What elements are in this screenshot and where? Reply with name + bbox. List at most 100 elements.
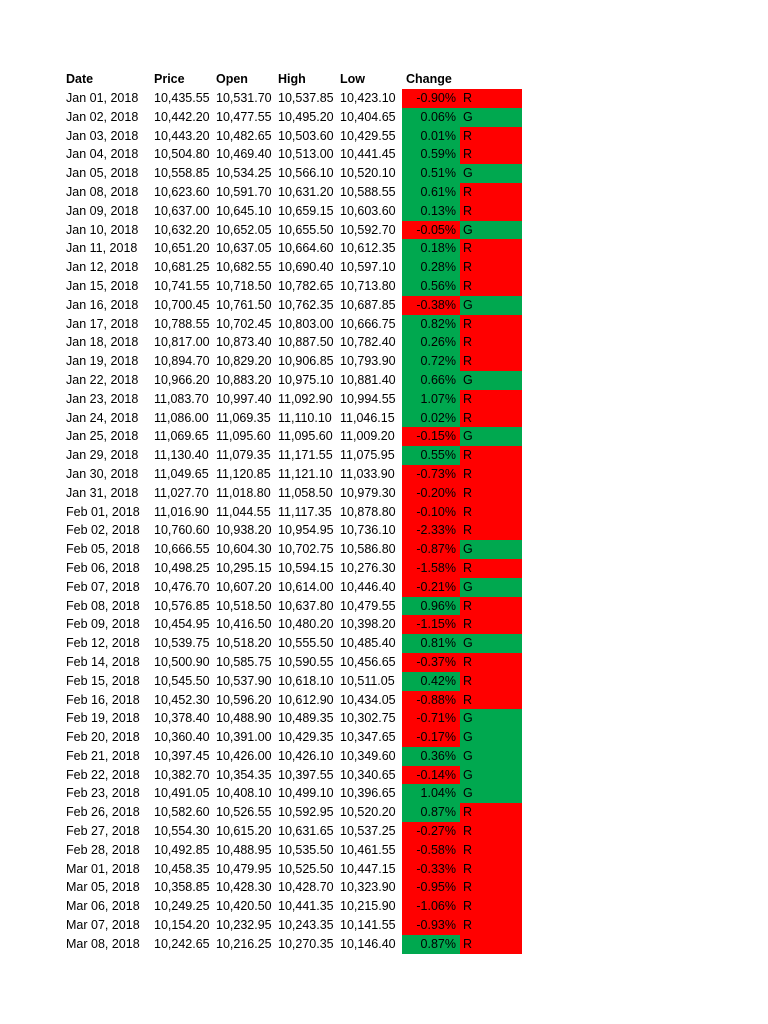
high-cell: 11,121.10 <box>278 466 333 481</box>
low-cell: 10,597.10 <box>340 260 396 275</box>
open-cell: 10,615.20 <box>216 824 272 839</box>
low-cell: 10,520.10 <box>340 166 396 181</box>
table-row: Feb 02, 2018 10,760.60 10,938.20 10,954.95 1… <box>62 521 522 541</box>
table-row: Jan 04, 2018 10,504.80 10,469.40 10,513.00 1… <box>62 145 522 165</box>
flag-cell: R <box>460 897 522 917</box>
date-cell: Jan 22, 2018 <box>66 372 139 387</box>
change-cell: -0.58% <box>402 840 460 860</box>
flag-cell: R <box>460 916 522 935</box>
low-cell: 10,881.40 <box>340 372 396 387</box>
change-cell: 0.59% <box>402 145 460 165</box>
change-cell: 0.18% <box>402 239 460 259</box>
open-cell: 11,079.35 <box>216 448 271 463</box>
flag-cell: R <box>460 878 522 898</box>
low-cell: 10,323.90 <box>340 880 396 895</box>
change-cell: 1.07% <box>402 389 460 409</box>
open-cell: 10,883.20 <box>216 372 272 387</box>
change-cell: 0.42% <box>402 671 460 691</box>
high-cell: 11,058.50 <box>278 485 333 500</box>
change-cell: -0.14% <box>402 765 460 785</box>
price-cell: 11,086.00 <box>154 410 209 425</box>
low-cell: 10,276.30 <box>340 560 396 575</box>
header-high: High <box>278 72 306 86</box>
low-cell: 11,046.15 <box>340 410 395 425</box>
low-cell: 10,878.80 <box>340 504 396 519</box>
date-cell: Jan 10, 2018 <box>66 222 139 237</box>
table-row: Mar 08, 2018 10,242.65 10,216.25 10,270.35 1… <box>62 934 522 954</box>
price-cell: 10,894.70 <box>154 354 210 369</box>
open-cell: 11,069.35 <box>216 410 271 425</box>
high-cell: 10,594.15 <box>278 560 334 575</box>
open-cell: 10,416.50 <box>216 617 272 632</box>
price-cell: 10,492.85 <box>154 842 210 857</box>
flag-cell: R <box>460 502 522 522</box>
open-cell: 10,718.50 <box>216 278 272 293</box>
price-cell: 10,558.85 <box>154 166 210 181</box>
change-cell: 0.72% <box>402 352 460 371</box>
high-cell: 10,954.95 <box>278 523 334 538</box>
header-flag <box>460 70 522 89</box>
open-cell: 10,479.95 <box>216 861 272 876</box>
date-cell: Feb 01, 2018 <box>66 504 140 519</box>
flag-cell: G <box>460 577 522 597</box>
high-cell: 10,590.55 <box>278 654 334 669</box>
change-cell: 0.66% <box>402 370 460 390</box>
low-cell: 10,479.55 <box>340 598 396 613</box>
open-cell: 10,428.30 <box>216 880 272 895</box>
low-cell: 10,687.85 <box>340 297 396 312</box>
table-row: Feb 08, 2018 10,576.85 10,518.50 10,637.80 1… <box>62 596 522 616</box>
flag-cell: R <box>460 671 522 691</box>
flag-cell: G <box>460 728 522 747</box>
table-row: Feb 19, 2018 10,378.40 10,488.90 10,489.35 1… <box>62 709 522 729</box>
high-cell: 10,480.20 <box>278 617 334 632</box>
table-row: Jan 31, 2018 11,027.70 11,018.80 11,058.50 1… <box>62 483 522 503</box>
flag-cell: G <box>460 164 522 183</box>
open-cell: 10,537.90 <box>216 673 272 688</box>
low-cell: 10,396.65 <box>340 786 396 801</box>
date-cell: Mar 08, 2018 <box>66 936 140 951</box>
low-cell: 10,666.75 <box>340 316 396 331</box>
change-cell: 0.87% <box>402 803 460 823</box>
table-row: Feb 22, 2018 10,382.70 10,354.35 10,397.55 1… <box>62 765 522 785</box>
high-cell: 10,887.50 <box>278 335 334 350</box>
date-cell: Mar 05, 2018 <box>66 880 140 895</box>
date-cell: Feb 21, 2018 <box>66 748 140 763</box>
price-cell: 10,452.30 <box>154 692 210 707</box>
open-cell: 10,997.40 <box>216 391 272 406</box>
flag-cell: R <box>460 352 522 371</box>
table-row: Jan 23, 2018 11,083.70 10,997.40 11,092.90 1… <box>62 389 522 409</box>
date-cell: Feb 09, 2018 <box>66 617 140 632</box>
change-cell: 0.36% <box>402 746 460 766</box>
high-cell: 10,270.35 <box>278 936 334 951</box>
low-cell: 10,302.75 <box>340 711 396 726</box>
high-cell: 10,499.10 <box>278 786 334 801</box>
open-cell: 10,408.10 <box>216 786 272 801</box>
date-cell: Mar 07, 2018 <box>66 918 140 933</box>
price-cell: 10,637.00 <box>154 203 210 218</box>
open-cell: 10,518.20 <box>216 636 272 651</box>
open-cell: 10,477.55 <box>216 109 272 124</box>
open-cell: 10,526.55 <box>216 805 272 820</box>
change-cell: -0.10% <box>402 502 460 522</box>
header-row: Date Price Open High Low Change % <box>62 70 522 105</box>
low-cell: 10,441.45 <box>340 147 396 162</box>
table-row: Feb 06, 2018 10,498.25 10,295.15 10,594.15 1… <box>62 558 522 578</box>
high-cell: 10,906.85 <box>278 354 334 369</box>
high-cell: 10,631.65 <box>278 824 334 839</box>
price-cell: 10,242.65 <box>154 936 210 951</box>
low-cell: 11,075.95 <box>340 448 395 463</box>
low-cell: 10,434.05 <box>340 692 396 707</box>
price-cell: 10,760.60 <box>154 523 210 538</box>
date-cell: Jan 11, 2018 <box>66 241 138 256</box>
table-row: Feb 16, 2018 10,452.30 10,596.20 10,612.90 1… <box>62 690 522 710</box>
table-row: Jan 17, 2018 10,788.55 10,702.45 10,803.00 1… <box>62 314 522 334</box>
price-cell: 10,539.75 <box>154 636 210 651</box>
low-cell: 10,340.65 <box>340 767 396 782</box>
flag-cell: G <box>460 784 522 804</box>
high-cell: 10,782.65 <box>278 278 334 293</box>
change-cell: 0.82% <box>402 314 460 334</box>
open-cell: 10,604.30 <box>216 542 272 557</box>
price-cell: 10,358.85 <box>154 880 210 895</box>
open-cell: 10,652.05 <box>216 222 272 237</box>
flag-cell: G <box>460 107 522 127</box>
